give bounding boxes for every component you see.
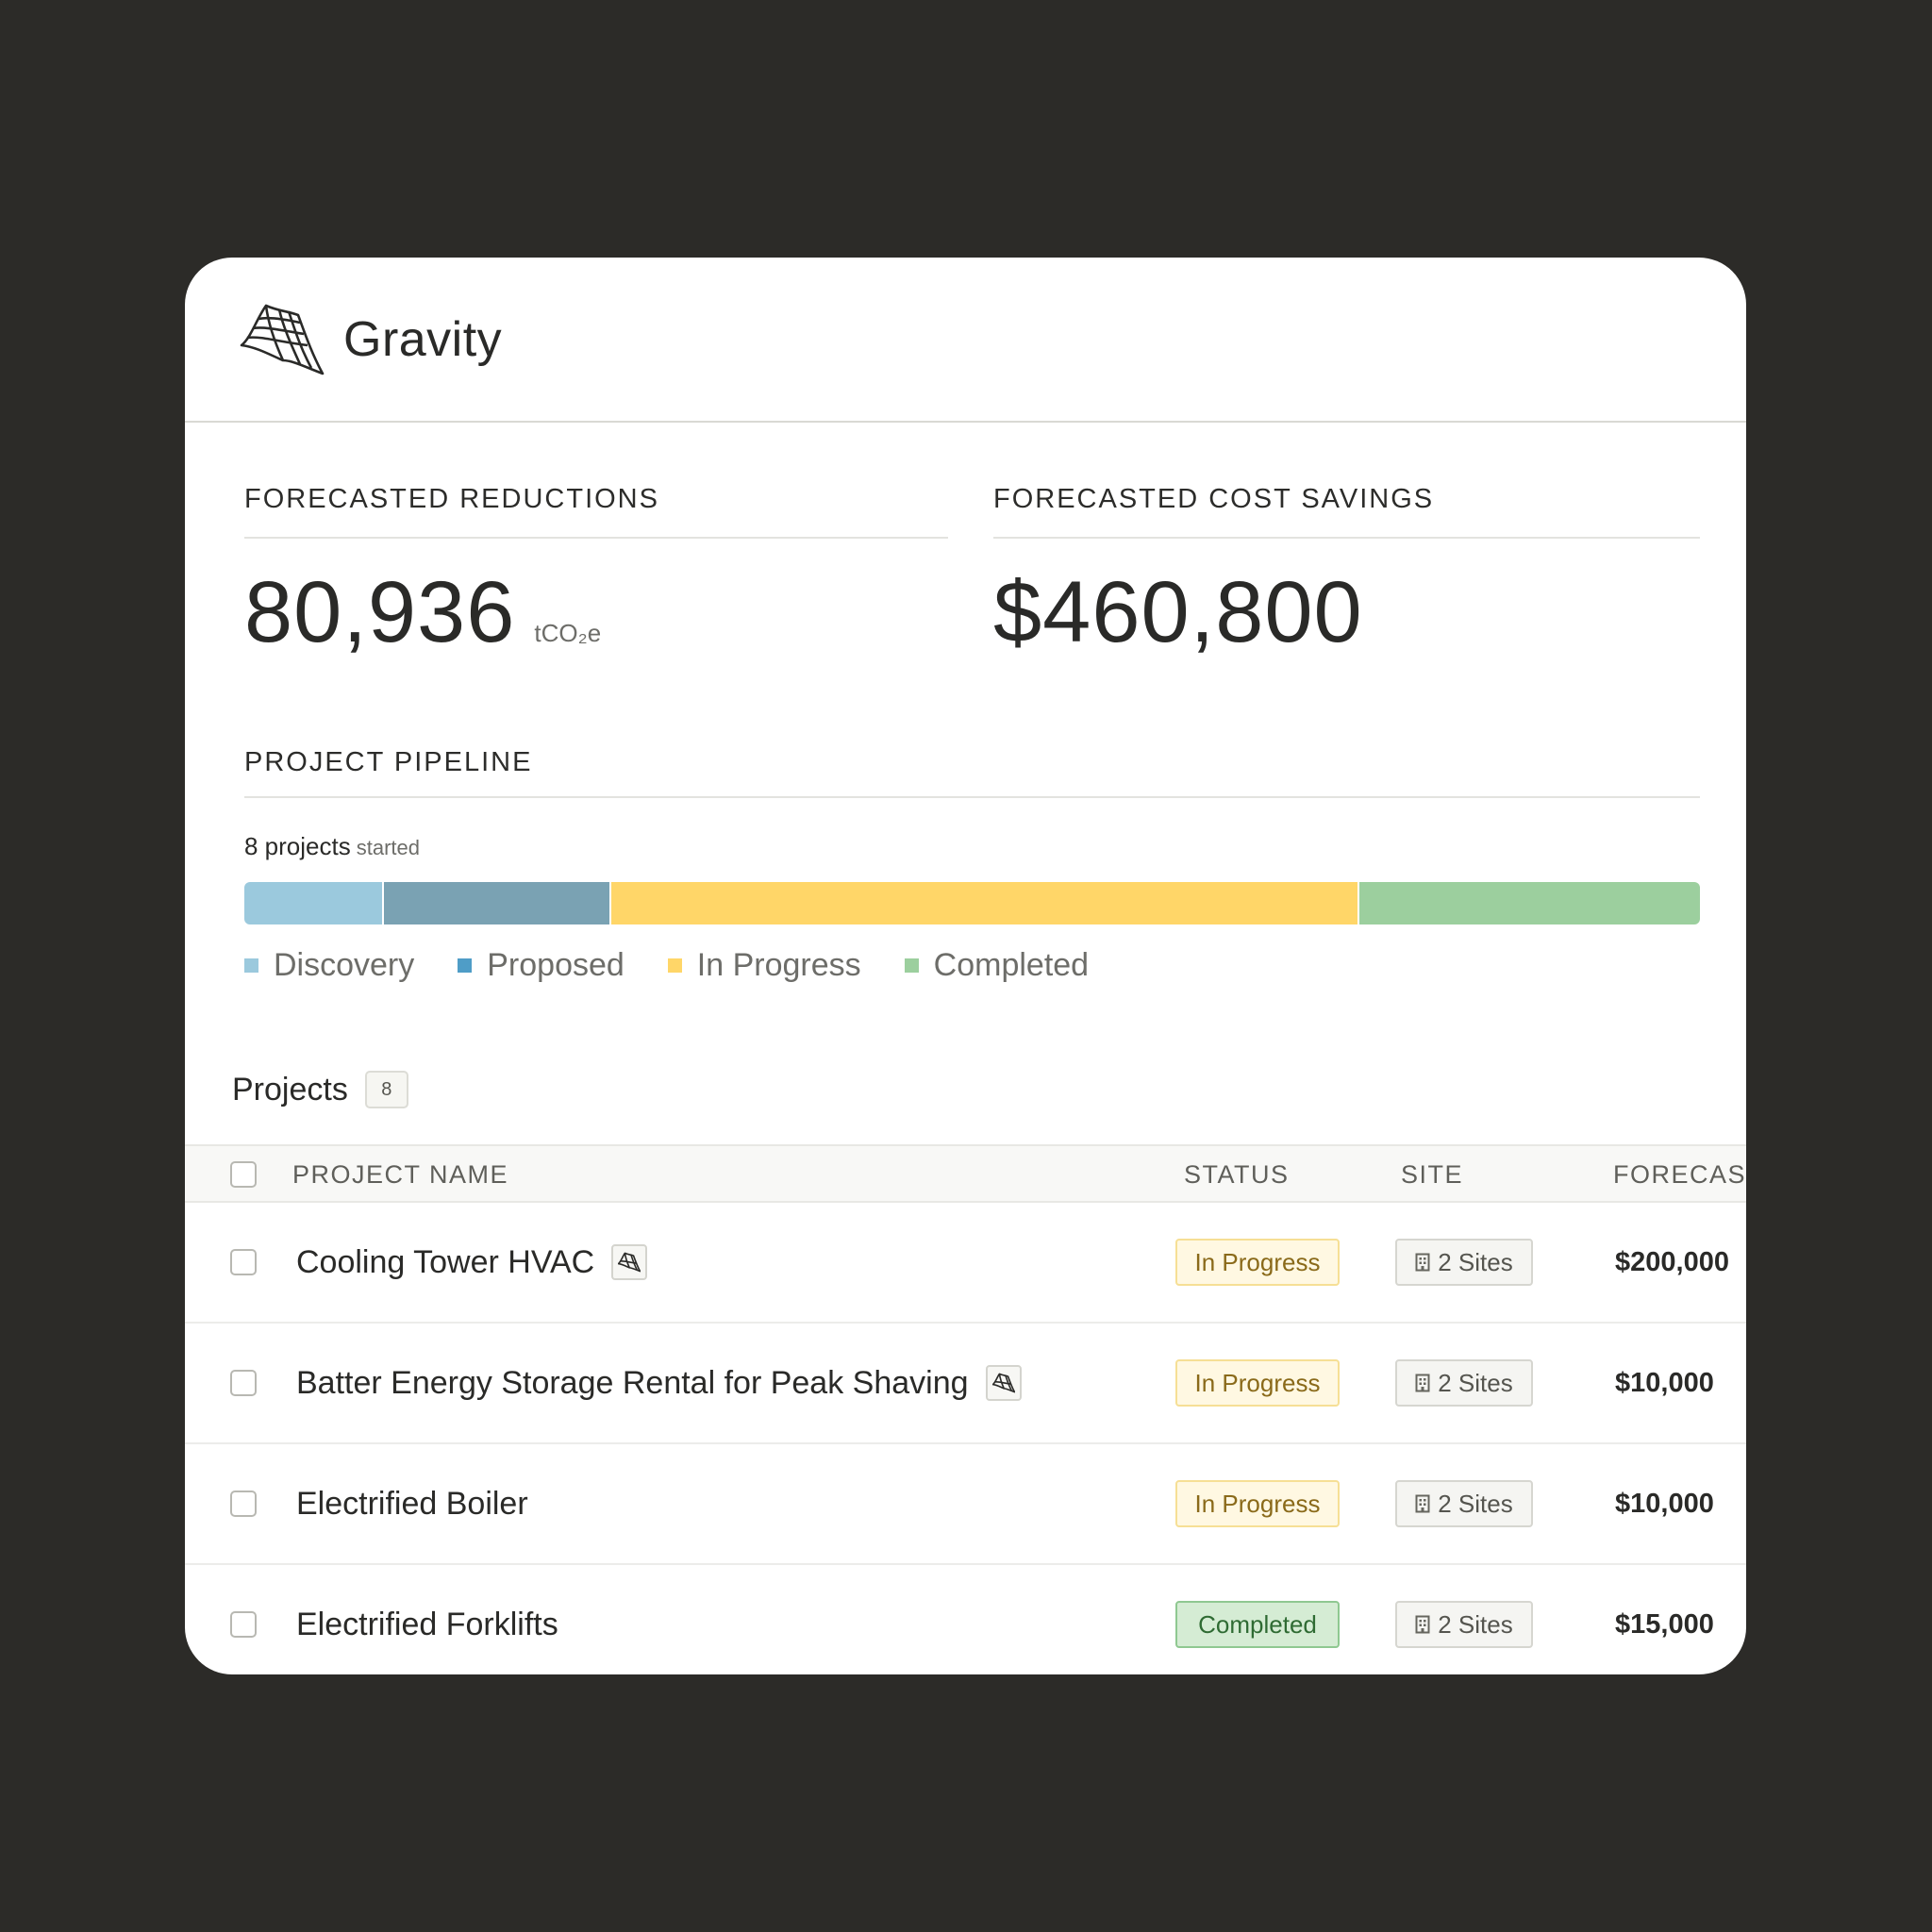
sites-badge[interactable]: 2 Sites: [1395, 1480, 1533, 1527]
row-checkbox[interactable]: [230, 1491, 257, 1517]
app-header: Gravity: [185, 258, 1746, 423]
pipeline-title: PROJECT PIPELINE: [244, 743, 1700, 798]
projects-table: PROJECT NAME STATUS SITE FORECAST Coolin…: [185, 1144, 1746, 1674]
pipeline-legend: Discovery Proposed In Progress Completed: [244, 947, 1700, 984]
pipeline-segment-in-progress: [610, 882, 1359, 924]
forecast-value: $10,000: [1615, 1488, 1714, 1519]
forecasted-reductions-value: 80,936: [244, 564, 516, 660]
dashboard-card: Gravity FORECASTED REDUCTIONS 80,936 tCO…: [185, 258, 1746, 1674]
forecast-value: $15,000: [1615, 1608, 1714, 1640]
sites-badge[interactable]: 2 Sites: [1395, 1359, 1533, 1407]
table-row[interactable]: Electrified Forklifts Completed 2 Sites …: [185, 1565, 1746, 1674]
projects-header: Projects 8: [232, 1071, 408, 1108]
project-name[interactable]: Electrified Forklifts: [296, 1606, 558, 1642]
gravity-flag-logo-icon: [240, 304, 325, 375]
building-icon: [1415, 1374, 1430, 1392]
forecast-value: $200,000: [1615, 1246, 1729, 1277]
legend-item: Completed: [904, 947, 1090, 984]
sites-label: 2 Sites: [1438, 1248, 1513, 1276]
legend-label: Proposed: [487, 947, 625, 983]
column-header-status[interactable]: STATUS: [1184, 1160, 1290, 1189]
project-name[interactable]: Cooling Tower HVAC: [296, 1243, 595, 1280]
building-icon: [1415, 1615, 1430, 1634]
forecast-value: $10,000: [1615, 1367, 1714, 1398]
building-icon: [1415, 1253, 1430, 1272]
legend-swatch: [244, 958, 258, 973]
sites-label: 2 Sites: [1438, 1490, 1513, 1518]
legend-swatch: [904, 958, 919, 973]
sites-badge[interactable]: 2 Sites: [1395, 1601, 1533, 1648]
pipeline-segment-discovery: [244, 882, 385, 924]
table-header: PROJECT NAME STATUS SITE FORECAST: [185, 1144, 1746, 1203]
column-header-site[interactable]: SITE: [1401, 1160, 1464, 1189]
sites-badge[interactable]: 2 Sites: [1395, 1239, 1533, 1286]
row-checkbox[interactable]: [230, 1611, 257, 1638]
pipeline-count-suffix: started: [356, 836, 420, 859]
pipeline-segment-proposed: [384, 882, 611, 924]
forecasted-reductions-stat: FORECASTED REDUCTIONS 80,936 tCO₂e: [244, 480, 948, 662]
column-header-forecast[interactable]: FORECAST: [1613, 1160, 1746, 1189]
forecasted-cost-savings-stat: FORECASTED COST SAVINGS $460,800: [993, 480, 1700, 662]
status-badge: Completed: [1175, 1601, 1340, 1648]
pipeline-count-value: 8 projects: [244, 832, 351, 860]
table-body: Cooling Tower HVAC In Progress: [185, 1203, 1746, 1674]
row-checkbox[interactable]: [230, 1249, 257, 1275]
projects-count-badge: 8: [364, 1071, 408, 1108]
row-checkbox[interactable]: [230, 1370, 257, 1396]
legend-item: Discovery: [244, 947, 414, 984]
project-pipeline: PROJECT PIPELINE 8 projects started Disco…: [244, 743, 1700, 984]
project-name[interactable]: Electrified Boiler: [296, 1485, 528, 1522]
gravity-flag-icon: [611, 1244, 648, 1280]
select-all-checkbox[interactable]: [230, 1161, 257, 1188]
legend-item: In Progress: [667, 947, 861, 984]
table-row[interactable]: Electrified Boiler In Progress 2 Sites $…: [185, 1444, 1746, 1565]
brand-name: Gravity: [343, 311, 503, 367]
status-badge: In Progress: [1175, 1239, 1340, 1286]
building-icon: [1415, 1494, 1430, 1513]
column-header-project-name[interactable]: PROJECT NAME: [292, 1160, 509, 1189]
gravity-flag-icon: [985, 1365, 1022, 1401]
reductions-unit: tCO₂e: [534, 619, 602, 647]
status-badge: In Progress: [1175, 1359, 1340, 1407]
forecasted-cost-savings-label: FORECASTED COST SAVINGS: [993, 480, 1700, 539]
sites-label: 2 Sites: [1438, 1610, 1513, 1639]
pipeline-segment-completed: [1358, 882, 1700, 924]
forecasted-reductions-label: FORECASTED REDUCTIONS: [244, 480, 948, 539]
projects-title: Projects: [232, 1071, 348, 1108]
status-badge: In Progress: [1175, 1480, 1340, 1527]
legend-label: Completed: [933, 947, 1090, 983]
sites-label: 2 Sites: [1438, 1369, 1513, 1397]
legend-swatch: [458, 958, 473, 973]
pipeline-progress-bar: [244, 882, 1700, 924]
table-row[interactable]: Cooling Tower HVAC In Progress: [185, 1203, 1746, 1324]
forecasted-cost-savings-value: $460,800: [993, 564, 1363, 660]
project-name[interactable]: Batter Energy Storage Rental for Peak Sh…: [296, 1364, 969, 1401]
legend-label: Discovery: [274, 947, 415, 983]
pipeline-count: 8 projects started: [244, 832, 1700, 861]
legend-item: Proposed: [458, 947, 625, 984]
legend-swatch: [667, 958, 682, 973]
legend-label: In Progress: [696, 947, 861, 983]
table-row[interactable]: Batter Energy Storage Rental for Peak Sh…: [185, 1324, 1746, 1444]
